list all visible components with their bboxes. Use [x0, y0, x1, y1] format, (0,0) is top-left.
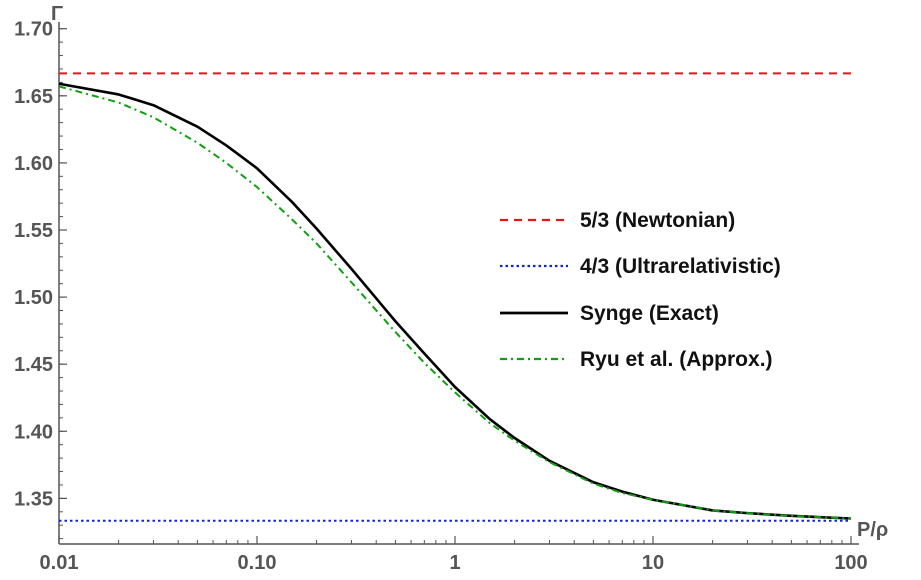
x-tick-label: 10: [642, 552, 664, 574]
y-tick-label: 1.35: [14, 488, 53, 510]
x-tick-label: 0.01: [40, 552, 79, 574]
x-axis-label: P/ρ: [857, 519, 888, 541]
y-tick-label: 1.65: [14, 86, 53, 108]
series-line-4: [58, 85, 852, 520]
x-tick-label: 1: [449, 552, 460, 574]
x-tick-label: 100: [834, 552, 867, 574]
legend-label: 5/3 (Newtonian): [580, 209, 735, 232]
x-tick-label: 0.10: [238, 552, 277, 574]
legend: 5/3 (Newtonian) 4/3 (Ultrarelativistic) Sy…: [500, 209, 781, 371]
legend-label: 4/3 (Ultrarelativistic): [580, 255, 781, 278]
legend-label: Synge (Exact): [580, 302, 719, 325]
y-tick-label: 1.70: [14, 19, 53, 41]
y-tick-label: 1.55: [14, 220, 53, 242]
y-ticks: 1.35 1.40 1.45 1.50 1.55 1.60 1.65 1.70: [14, 19, 67, 540]
series-line-3: [58, 82, 852, 520]
y-axis-label: Γ: [51, 3, 63, 25]
plot-area: [58, 72, 852, 522]
axes: 0.01 0.10 1 10 100 1.351.401.451.501.551.601…: [14, 3, 888, 574]
x-ticks: 0.01 0.10 1 10 100: [40, 536, 868, 574]
legend-label: Ryu et al. (Approx.): [580, 348, 773, 371]
y-tick-label: 1.50: [14, 287, 53, 309]
y-tick-label: 1.40: [14, 421, 53, 443]
y-tick-label: 1.60: [14, 153, 53, 175]
y-tick-label: 1.45: [14, 354, 53, 376]
